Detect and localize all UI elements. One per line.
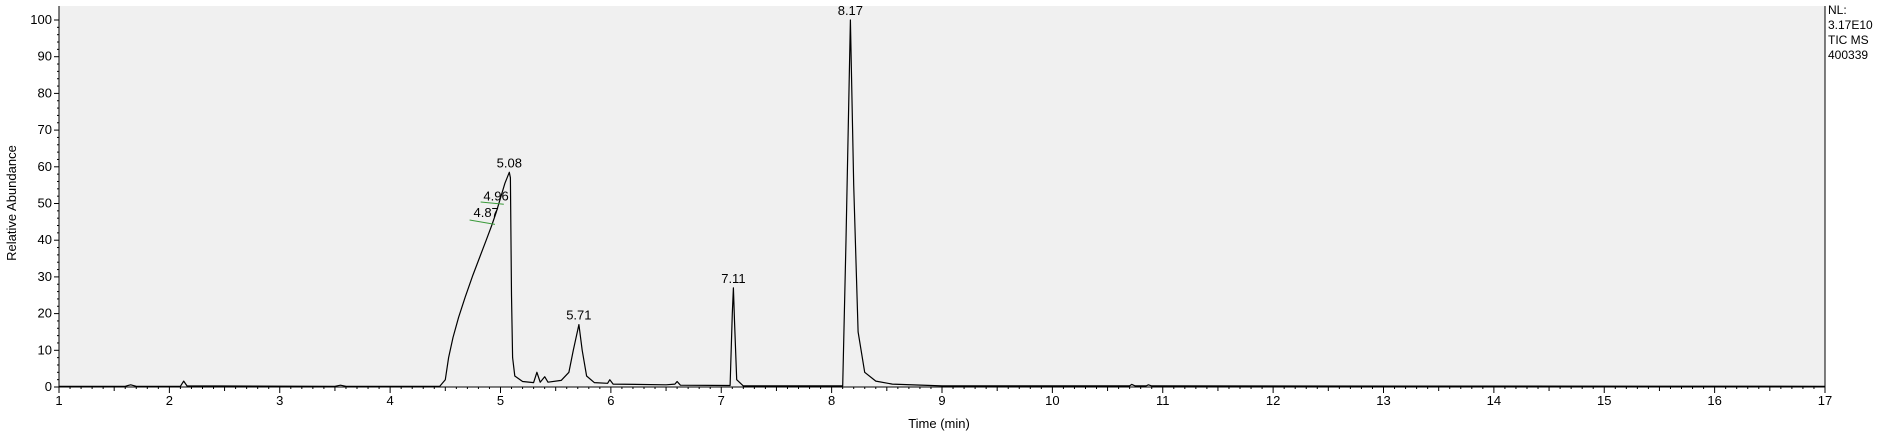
y-tick-label: 70 (38, 122, 52, 137)
x-tick-label: 12 (1266, 393, 1280, 408)
y-tick-label: 40 (38, 232, 52, 247)
plot-area (59, 6, 1825, 387)
x-tick-label: 15 (1597, 393, 1611, 408)
x-tick-label: 3 (276, 393, 283, 408)
x-tick-label: 14 (1487, 393, 1501, 408)
x-tick-label: 13 (1376, 393, 1390, 408)
peak-label: 7.11 (721, 271, 745, 286)
y-tick-label: 60 (38, 159, 52, 174)
x-tick-label: 6 (607, 393, 614, 408)
x-tick-label: 17 (1818, 393, 1832, 408)
peak-label: 4.96 (483, 188, 508, 203)
x-tick-label: 8 (828, 393, 835, 408)
y-tick-label: 100 (30, 12, 52, 27)
baseline-marker-4-96 (480, 201, 504, 205)
y-tick-label: 80 (38, 85, 52, 100)
info-line: TIC MS (1828, 33, 1869, 47)
peak-label: 8.17 (838, 3, 863, 18)
y-tick-label: 90 (38, 49, 52, 64)
x-tick-label: 9 (938, 393, 945, 408)
y-tick-label: 30 (38, 269, 52, 284)
x-axis-title: Time (min) (908, 416, 970, 431)
x-tick-label: 4 (387, 393, 394, 408)
y-tick-label: 0 (45, 379, 52, 394)
y-axis-title: Relative Abundance (4, 145, 19, 261)
info-line: NL: (1828, 3, 1847, 17)
peak-label: 5.71 (566, 308, 591, 323)
baseline-marker-4-87 (469, 219, 496, 225)
chart-marks (59, 19, 1826, 387)
peak-labels: 8.17 5.08 4.96 4.87 7.11 5.71 (473, 3, 863, 323)
y-tick-label: 50 (38, 196, 52, 211)
y-tick-label: 10 (38, 342, 52, 357)
info-line: 3.17E10 (1828, 18, 1873, 32)
x-tick-label: 11 (1156, 393, 1170, 408)
y-tick-label: 20 (38, 306, 52, 321)
x-tick-label: 1 (55, 393, 62, 408)
x-tick-label: 5 (497, 393, 504, 408)
peak-label: 4.87 (473, 205, 498, 220)
x-tick-label: 2 (166, 393, 173, 408)
info-line: 400339 (1828, 48, 1868, 62)
peak-label: 5.08 (497, 155, 522, 170)
x-tick-label: 7 (718, 393, 725, 408)
series-line-1 (59, 19, 1826, 387)
x-tick-label: 16 (1707, 393, 1721, 408)
x-tick-label: 10 (1045, 393, 1059, 408)
